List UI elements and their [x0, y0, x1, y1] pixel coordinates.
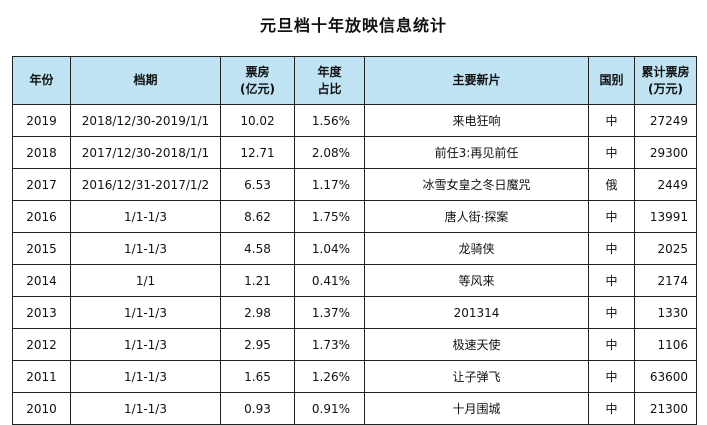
cell-cumulative: 2174: [634, 264, 697, 297]
cell-box-office: 0.93: [220, 392, 295, 425]
table-row: 2019 2018/12/30-2019/1/1 10.02 1.56% 来电狂…: [12, 104, 697, 137]
cell-country: 中: [588, 200, 635, 233]
cell-share: 0.91%: [294, 392, 365, 425]
box-office-table: 年份 档期 票房 (亿元) 年度 占比 主要新片 国别 累计票房 (万元) 20…: [12, 56, 697, 425]
header-period: 档期: [70, 56, 221, 105]
header-share-line2: 占比: [317, 81, 342, 96]
cell-country: 中: [588, 264, 635, 297]
cell-film: 来电狂响: [364, 104, 589, 137]
header-films: 主要新片: [364, 56, 589, 105]
cell-share: 1.04%: [294, 232, 365, 265]
cell-country: 俄: [588, 168, 635, 201]
cell-share: 1.73%: [294, 328, 365, 361]
cell-year: 2011: [12, 360, 71, 393]
cell-country: 中: [588, 360, 635, 393]
cell-box-office: 1.65: [220, 360, 295, 393]
cell-cumulative: 27249: [634, 104, 697, 137]
cell-year: 2014: [12, 264, 71, 297]
cell-cumulative: 29300: [634, 136, 697, 169]
header-box-office-line2: (亿元): [240, 81, 275, 96]
table-row: 2016 1/1-1/3 8.62 1.75% 唐人街·探案 中 13991: [12, 200, 697, 233]
cell-period: 1/1: [70, 264, 221, 297]
header-share: 年度 占比: [294, 56, 365, 105]
cell-cumulative: 1330: [634, 296, 697, 329]
header-row: 年份 档期 票房 (亿元) 年度 占比 主要新片 国别 累计票房 (万元): [12, 56, 697, 105]
cell-year: 2019: [12, 104, 71, 137]
cell-cumulative: 13991: [634, 200, 697, 233]
cell-period: 1/1-1/3: [70, 200, 221, 233]
cell-box-office: 1.21: [220, 264, 295, 297]
table-row: 2015 1/1-1/3 4.58 1.04% 龙骑侠 中 2025: [12, 232, 697, 265]
cell-cumulative: 2025: [634, 232, 697, 265]
table-row: 2010 1/1-1/3 0.93 0.91% 十月围城 中 21300: [12, 392, 697, 425]
header-share-line1: 年度: [317, 64, 342, 79]
header-cumulative-line1: 累计票房: [641, 64, 690, 79]
cell-cumulative: 2449: [634, 168, 697, 201]
cell-film: 201314: [364, 296, 589, 329]
cell-box-office: 8.62: [220, 200, 295, 233]
cell-country: 中: [588, 104, 635, 137]
table-row: 2013 1/1-1/3 2.98 1.37% 201314 中 1330: [12, 296, 697, 329]
table-row: 2018 2017/12/30-2018/1/1 12.71 2.08% 前任3…: [12, 136, 697, 169]
cell-cumulative: 63600: [634, 360, 697, 393]
cell-period: 2016/12/31-2017/1/2: [70, 168, 221, 201]
cell-period: 1/1-1/3: [70, 360, 221, 393]
cell-share: 1.75%: [294, 200, 365, 233]
header-country: 国别: [588, 56, 635, 105]
table-title: 元旦档十年放映信息统计: [259, 16, 447, 35]
cell-film: 十月围城: [364, 392, 589, 425]
cell-country: 中: [588, 328, 635, 361]
cell-box-office: 10.02: [220, 104, 295, 137]
cell-year: 2015: [12, 232, 71, 265]
cell-year: 2018: [12, 136, 71, 169]
table-row: 2011 1/1-1/3 1.65 1.26% 让子弹飞 中 63600: [12, 360, 697, 393]
cell-film: 让子弹飞: [364, 360, 589, 393]
cell-period: 1/1-1/3: [70, 328, 221, 361]
cell-country: 中: [588, 296, 635, 329]
cell-cumulative: 21300: [634, 392, 697, 425]
cell-film: 等风来: [364, 264, 589, 297]
cell-period: 2017/12/30-2018/1/1: [70, 136, 221, 169]
cell-film: 唐人街·探案: [364, 200, 589, 233]
table-row: 2017 2016/12/31-2017/1/2 6.53 1.17% 冰雪女皇…: [12, 168, 697, 201]
cell-share: 1.26%: [294, 360, 365, 393]
header-cumulative-line2: (万元): [648, 81, 683, 96]
table-row: 2014 1/1 1.21 0.41% 等风来 中 2174: [12, 264, 697, 297]
cell-year: 2012: [12, 328, 71, 361]
cell-country: 中: [588, 232, 635, 265]
cell-share: 0.41%: [294, 264, 365, 297]
cell-film: 极速天使: [364, 328, 589, 361]
cell-film: 前任3:再见前任: [364, 136, 589, 169]
cell-year: 2013: [12, 296, 71, 329]
cell-period: 1/1-1/3: [70, 392, 221, 425]
cell-year: 2010: [12, 392, 71, 425]
cell-country: 中: [588, 136, 635, 169]
table-row: 2012 1/1-1/3 2.95 1.73% 极速天使 中 1106: [12, 328, 697, 361]
cell-box-office: 2.95: [220, 328, 295, 361]
cell-share: 1.17%: [294, 168, 365, 201]
cell-film: 龙骑侠: [364, 232, 589, 265]
header-year: 年份: [12, 56, 71, 105]
cell-country: 中: [588, 392, 635, 425]
cell-box-office: 12.71: [220, 136, 295, 169]
header-box-office-line1: 票房: [245, 64, 270, 79]
cell-box-office: 4.58: [220, 232, 295, 265]
cell-box-office: 6.53: [220, 168, 295, 201]
cell-share: 1.56%: [294, 104, 365, 137]
cell-cumulative: 1106: [634, 328, 697, 361]
cell-film: 冰雪女皇之冬日魔咒: [364, 168, 589, 201]
cell-year: 2017: [12, 168, 71, 201]
header-box-office: 票房 (亿元): [220, 56, 295, 105]
cell-share: 2.08%: [294, 136, 365, 169]
cell-share: 1.37%: [294, 296, 365, 329]
cell-period: 2018/12/30-2019/1/1: [70, 104, 221, 137]
cell-period: 1/1-1/3: [70, 296, 221, 329]
cell-box-office: 2.98: [220, 296, 295, 329]
cell-period: 1/1-1/3: [70, 232, 221, 265]
cell-year: 2016: [12, 200, 71, 233]
header-cumulative: 累计票房 (万元): [634, 56, 697, 105]
